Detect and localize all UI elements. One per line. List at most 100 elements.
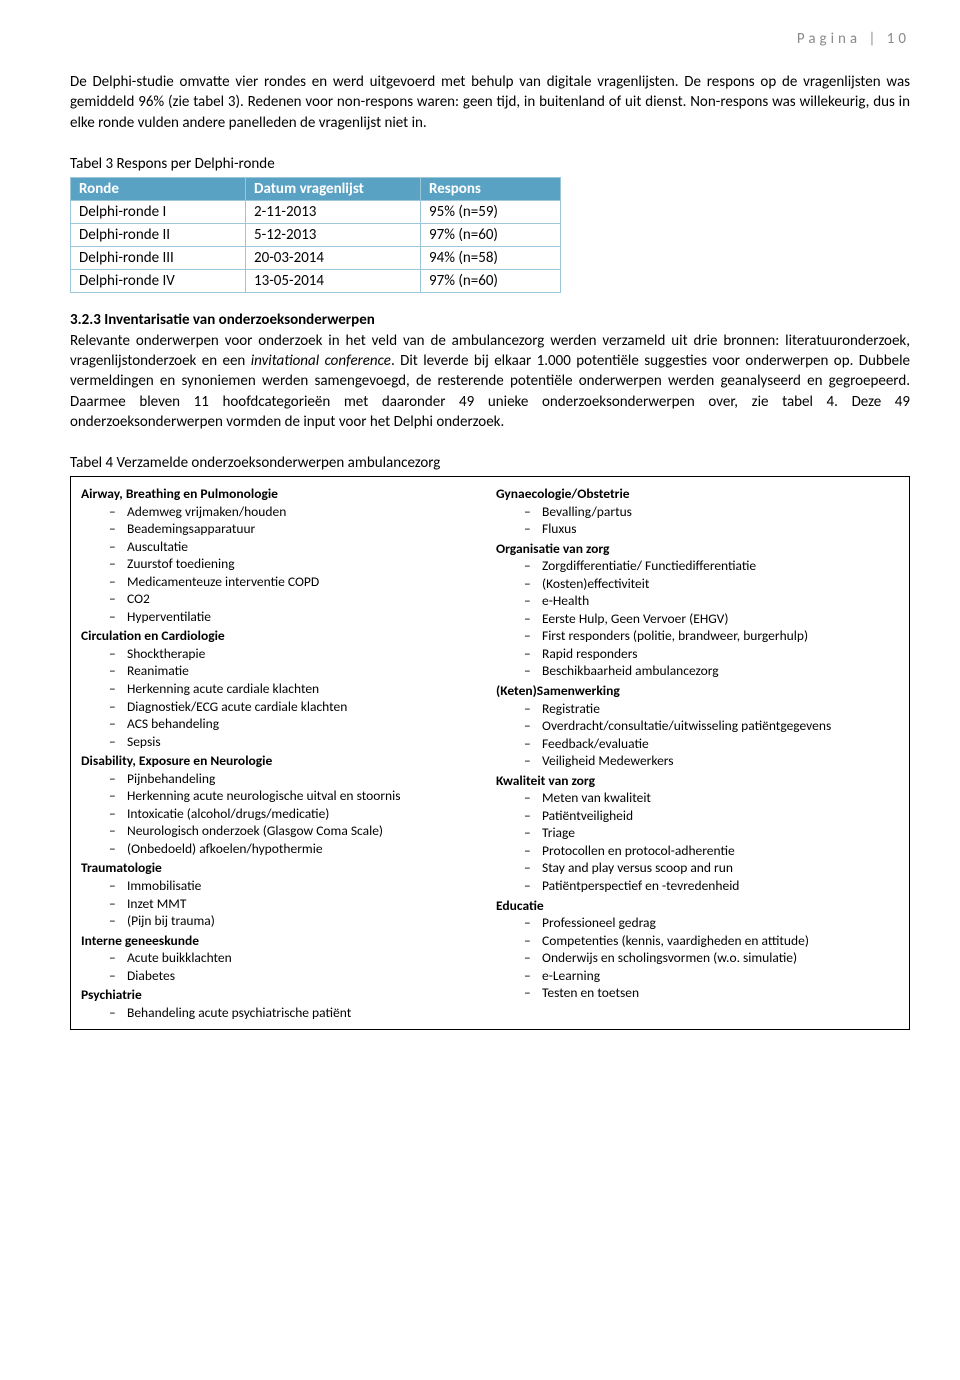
list-item: –Feedback/evaluatie bbox=[524, 735, 899, 753]
list-item-label: Rapid responders bbox=[542, 645, 638, 663]
list-item-label: (Kosten)effectiviteit bbox=[542, 575, 649, 593]
cell-ronde: Delphi-ronde I bbox=[71, 200, 246, 223]
list-item-label: Beademingsapparatuur bbox=[127, 520, 255, 538]
dash-icon: – bbox=[524, 575, 542, 593]
dash-icon: – bbox=[524, 914, 542, 932]
list-item-label: Immobilisatie bbox=[127, 877, 201, 895]
list-item-label: Herkenning acute neurologische uitval en… bbox=[127, 787, 401, 805]
list-item-label: First responders (politie, brandweer, bu… bbox=[542, 627, 808, 645]
dash-icon: – bbox=[524, 557, 542, 575]
dash-icon: – bbox=[524, 592, 542, 610]
list-item: –Inzet MMT bbox=[109, 895, 484, 913]
list-item: –(Kosten)effectiviteit bbox=[524, 575, 899, 593]
category-heading: (Keten)Samenwerking bbox=[496, 682, 899, 700]
list-item-label: Auscultatie bbox=[127, 538, 188, 556]
dash-icon: – bbox=[524, 627, 542, 645]
dash-icon: – bbox=[524, 949, 542, 967]
cell-datum: 13-05-2014 bbox=[246, 269, 421, 292]
section-323-heading: 3.2.3 Inventarisatie van onderzoeksonder… bbox=[70, 311, 910, 329]
table4-right-column: Gynaecologie/Obstetrie–Bevalling/partus–… bbox=[496, 483, 899, 1021]
dash-icon: – bbox=[109, 662, 127, 680]
table4-caption: Tabel 4 Verzamelde onderzoeksonderwerpen… bbox=[70, 454, 910, 472]
list-item-label: Zorgdifferentiatie/ Functiedifferentiati… bbox=[542, 557, 756, 575]
category-heading: Psychiatrie bbox=[81, 986, 484, 1004]
dash-icon: – bbox=[109, 698, 127, 716]
list-item-label: Overdracht/consultatie/uitwisseling pati… bbox=[542, 717, 831, 735]
table4-box: Airway, Breathing en Pulmonologie – Ademwe… bbox=[70, 476, 910, 1030]
dash-icon: – bbox=[524, 807, 542, 825]
list-item: –Patiëntveiligheid bbox=[524, 807, 899, 825]
cell-ronde: Delphi-ronde II bbox=[71, 223, 246, 246]
dash-icon: – bbox=[109, 1004, 127, 1022]
list-item: –Beschikbaarheid ambulancezorg bbox=[524, 662, 899, 680]
dash-icon: – bbox=[524, 859, 542, 877]
list-item-label: Diabetes bbox=[127, 967, 175, 985]
dash-icon: – bbox=[524, 645, 542, 663]
list-item-label: Intoxicatie (alcohol/drugs/medicatie) bbox=[127, 805, 329, 823]
list-item-label: Behandeling acute psychiatrische patiënt bbox=[127, 1004, 351, 1022]
dash-icon: – bbox=[109, 715, 127, 733]
list-item-label: Neurologisch onderzoek (Glasgow Coma Sca… bbox=[127, 822, 383, 840]
list-item-label: Meten van kwaliteit bbox=[542, 789, 651, 807]
list-item-label: Feedback/evaluatie bbox=[542, 735, 649, 753]
list-item-label: Stay and play versus scoop and run bbox=[542, 859, 733, 877]
list-item-label: Ademweg vrijmaken/houden bbox=[127, 503, 286, 521]
dash-icon: – bbox=[524, 662, 542, 680]
cell-datum: 2-11-2013 bbox=[246, 200, 421, 223]
list-item: –Eerste Hulp, Geen Vervoer (EHGV) bbox=[524, 610, 899, 628]
th-respons: Respons bbox=[421, 177, 561, 200]
category-heading: Disability, Exposure en Neurologie bbox=[81, 752, 484, 770]
dash-icon: – bbox=[524, 503, 542, 521]
dash-icon: – bbox=[109, 555, 127, 573]
table-row: Delphi-ronde I 2-11-2013 95% (n=59) bbox=[71, 200, 561, 223]
dash-icon: – bbox=[109, 573, 127, 591]
list-item: –Meten van kwaliteit bbox=[524, 789, 899, 807]
list-item-label: Protocollen en protocol-adherentie bbox=[542, 842, 735, 860]
category-heading: Organisatie van zorg bbox=[496, 540, 899, 558]
list-item-label: Registratie bbox=[542, 700, 600, 718]
list-item-label: ACS behandeling bbox=[127, 715, 219, 733]
dash-icon: – bbox=[524, 877, 542, 895]
list-item: –Veiligheid Medewerkers bbox=[524, 752, 899, 770]
list-item-label: Competenties (kennis, vaardigheden en at… bbox=[542, 932, 809, 950]
category-heading: Airway, Breathing en Pulmonologie bbox=[81, 485, 484, 503]
list-item-label: Zuurstof toediening bbox=[127, 555, 235, 573]
dash-icon: – bbox=[109, 822, 127, 840]
list-item-label: Bevalling/partus bbox=[542, 503, 632, 521]
list-item: –Testen en toetsen bbox=[524, 984, 899, 1002]
dash-icon: – bbox=[524, 735, 542, 753]
list-item-label: Pijnbehandeling bbox=[127, 770, 215, 788]
cell-ronde: Delphi-ronde IV bbox=[71, 269, 246, 292]
table3-caption: Tabel 3 Respons per Delphi-ronde bbox=[70, 155, 910, 173]
dash-icon: – bbox=[109, 680, 127, 698]
section-323-paragraph: Relevante onderwerpen voor onderzoek in … bbox=[70, 331, 910, 432]
dash-icon: – bbox=[524, 824, 542, 842]
cell-datum: 5-12-2013 bbox=[246, 223, 421, 246]
page-header: Pagina | 10 bbox=[70, 30, 910, 48]
dash-icon: – bbox=[109, 967, 127, 985]
dash-icon: – bbox=[109, 538, 127, 556]
list-item-label: Acute buikklachten bbox=[127, 949, 232, 967]
list-item: –ACS behandeling bbox=[109, 715, 484, 733]
list-item: –Herkenning acute cardiale klachten bbox=[109, 680, 484, 698]
category-heading: Circulation en Cardiologie bbox=[81, 627, 484, 645]
dash-icon: – bbox=[109, 895, 127, 913]
dash-icon: – bbox=[109, 608, 127, 626]
list-item-label: Medicamenteuze interventie COPD bbox=[127, 573, 319, 591]
list-item-label: e-Health bbox=[542, 592, 589, 610]
dash-icon: – bbox=[524, 789, 542, 807]
cell-respons: 94% (n=58) bbox=[421, 246, 561, 269]
list-item: –e-Health bbox=[524, 592, 899, 610]
dash-icon: – bbox=[109, 770, 127, 788]
list-item-label: Diagnostiek/ECG acute cardiale klachten bbox=[127, 698, 347, 716]
list-item: –Registratie bbox=[524, 700, 899, 718]
category-heading: Traumatologie bbox=[81, 859, 484, 877]
list-item-label: Shocktherapie bbox=[127, 645, 205, 663]
dash-icon: – bbox=[109, 503, 127, 521]
list-item-label: Triage bbox=[542, 824, 575, 842]
list-item-label: Patiëntperspectief en -tevredenheid bbox=[542, 877, 739, 895]
list-item-label: Patiëntveiligheid bbox=[542, 807, 633, 825]
list-item: –Behandeling acute psychiatrische patiën… bbox=[109, 1004, 484, 1022]
dash-icon: – bbox=[109, 949, 127, 967]
list-item: –Shocktherapie bbox=[109, 645, 484, 663]
